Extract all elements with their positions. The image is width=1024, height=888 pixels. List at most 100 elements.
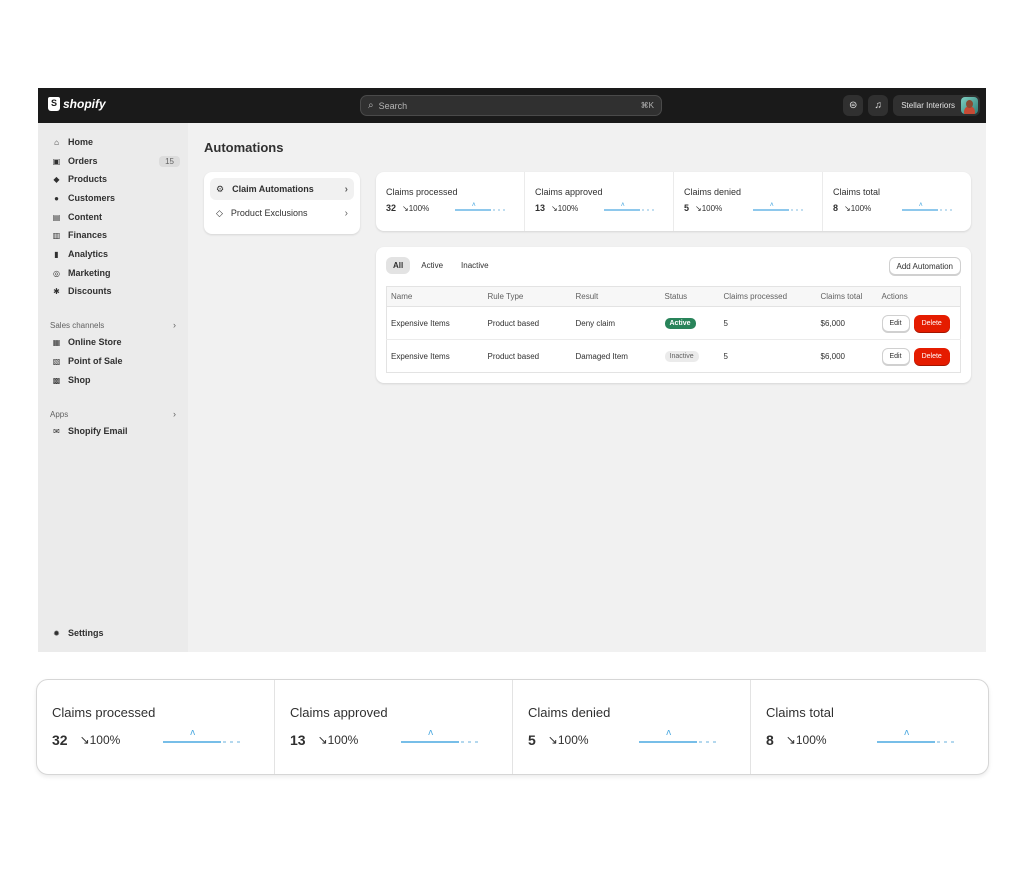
page-title: Automations xyxy=(204,140,284,155)
sidebar-item-finances[interactable]: ▥ Finances xyxy=(52,227,180,243)
section-label: Sales channels xyxy=(50,320,105,330)
sidebar-item-label: Marketing xyxy=(68,268,111,278)
stat-label: Claims approved xyxy=(535,187,603,197)
big-stat-claims-total[interactable]: Claims total 8 ↘100% ᴧ xyxy=(751,680,988,774)
column-header[interactable]: Claims total xyxy=(816,286,878,307)
big-stat-claims-processed[interactable]: Claims processed 32 ↘100% ᴧ xyxy=(37,680,275,774)
big-stat-claims-denied[interactable]: Claims denied 5 ↘100% ᴧ xyxy=(513,680,751,774)
sidebar-item-discounts[interactable]: ✱ Discounts xyxy=(52,283,180,299)
sidebar-item-orders[interactable]: ▣ Orders 15 xyxy=(52,153,180,169)
sidebar-item-customers[interactable]: ● Customers xyxy=(52,190,180,206)
sidebar-item-shopify-email[interactable]: ✉ Shopify Email xyxy=(52,423,180,439)
chevron-right-icon: › xyxy=(173,320,176,330)
automations-table-card: All Active Inactive Add Automation Name … xyxy=(376,247,971,383)
sidebar-item-products[interactable]: ◆ Products xyxy=(52,171,180,187)
stat-value: 5 xyxy=(684,203,690,213)
column-header[interactable]: Status xyxy=(660,286,720,307)
topbar-actions: ⊜ ♫ Stellar Interiors xyxy=(843,95,980,116)
sidebar-item-label: Shop xyxy=(68,375,91,385)
sparkline: ᴧ xyxy=(163,728,243,743)
store-menu-button[interactable]: Stellar Interiors xyxy=(893,95,980,116)
stat-value: 32 xyxy=(52,732,68,748)
big-stat-claims-approved[interactable]: Claims approved 13 ↘100% ᴧ xyxy=(275,680,513,774)
sparkline: ᴧ xyxy=(455,201,507,211)
add-automation-button[interactable]: Add Automation xyxy=(888,257,961,275)
cell-status: Active xyxy=(660,306,720,340)
cell-result: Deny claim xyxy=(571,306,661,340)
stat-value: 32 xyxy=(386,203,397,213)
column-header[interactable]: Name xyxy=(386,286,484,307)
svg-text:ᴧ: ᴧ xyxy=(472,201,476,208)
filter-all[interactable]: All xyxy=(386,257,411,274)
sidebar-item-settings[interactable]: ✹ Settings xyxy=(52,625,180,641)
cell-rule-type: Product based xyxy=(487,351,540,361)
svg-text:ᴧ: ᴧ xyxy=(666,728,672,738)
sidekick-icon: ⊜ xyxy=(849,100,858,111)
column-header[interactable]: Claims processed xyxy=(719,286,817,307)
stats-card: Claims processed 32 ↘100% ᴧ Claims appro… xyxy=(376,172,971,231)
store-name: Stellar Interiors xyxy=(901,101,955,110)
search-shortcut: ⌘K xyxy=(640,101,654,110)
notifications-button[interactable]: ♫ xyxy=(868,95,889,116)
tag-icon: ◇ xyxy=(216,207,223,218)
stat-change: ↘100% xyxy=(402,203,430,213)
menu-item-product-exclusions[interactable]: ◇ Product Exclusions › xyxy=(210,202,354,224)
sidebar-item-label: Analytics xyxy=(68,249,109,259)
table-row[interactable]: Expensive Items Product based Deny claim… xyxy=(386,306,961,340)
stat-claims-approved[interactable]: Claims approved 13 ↘100% ᴧ xyxy=(525,172,674,231)
cell-result: Damaged Item xyxy=(575,351,628,361)
filter-inactive[interactable]: Inactive xyxy=(461,261,489,270)
sidebar-item-marketing[interactable]: ◎ Marketing xyxy=(52,265,180,281)
sidebar-item-content[interactable]: ▤ Content xyxy=(52,209,180,225)
cell-claims-total: $6,000 xyxy=(820,351,845,361)
store-icon: ▦ xyxy=(52,337,61,347)
shopify-bag-icon xyxy=(48,97,60,111)
sidebar-item-home[interactable]: ⌂ Home xyxy=(52,134,180,150)
menu-item-label: Product Exclusions xyxy=(230,208,308,218)
stat-value: 5 xyxy=(528,732,536,748)
search-input[interactable]: ⌕ Search ⌘K xyxy=(360,95,662,116)
sidebar-item-label: Discounts xyxy=(68,286,112,296)
sales-channels-header[interactable]: Sales channels › xyxy=(50,320,176,330)
stat-change: ↘100% xyxy=(785,733,827,747)
cell-claims-processed: 5 xyxy=(719,306,817,340)
cell-claims-total: $6,000 xyxy=(816,306,878,340)
top-bar: shopify ⌕ Search ⌘K ⊜ ♫ Stellar Interior… xyxy=(38,88,986,123)
sidebar-item-point-of-sale[interactable]: ▧ Point of Sale xyxy=(52,353,180,369)
sidebar-item-shop[interactable]: ▩ Shop xyxy=(52,372,180,388)
sidebar-item-label: Finances xyxy=(68,230,108,240)
content-icon: ▤ xyxy=(52,212,61,222)
cell-claims-processed: 5 xyxy=(723,351,728,361)
sidebar-item-online-store[interactable]: ▦ Online Store xyxy=(52,334,180,350)
shopify-logo[interactable]: shopify xyxy=(48,97,106,111)
stat-claims-processed[interactable]: Claims processed 32 ↘100% ᴧ xyxy=(376,172,525,231)
svg-text:ᴧ: ᴧ xyxy=(428,728,434,738)
delete-button[interactable]: Delete xyxy=(913,347,950,365)
edit-button[interactable]: Edit xyxy=(881,314,910,332)
delete-button[interactable]: Delete xyxy=(913,314,950,332)
svg-text:ᴧ: ᴧ xyxy=(621,201,625,208)
svg-text:ᴧ: ᴧ xyxy=(904,728,910,738)
section-label: Apps xyxy=(50,409,69,419)
filter-active[interactable]: Active xyxy=(421,261,444,270)
stat-claims-total[interactable]: Claims total 8 ↘100% ᴧ xyxy=(823,172,971,231)
status-badge: Active xyxy=(664,317,696,329)
sidekick-button[interactable]: ⊜ xyxy=(843,95,864,116)
column-header: Actions xyxy=(877,286,961,307)
sidebar-item-analytics[interactable]: ▮ Analytics xyxy=(52,246,180,262)
stat-label: Claims denied xyxy=(528,705,611,720)
column-header[interactable]: Rule Type xyxy=(483,286,572,307)
sidebar-item-label: Products xyxy=(68,174,108,184)
stats-card-enlarged: Claims processed 32 ↘100% ᴧ Claims appro… xyxy=(36,679,989,775)
menu-item-claim-automations[interactable]: ⚙ Claim Automations › xyxy=(210,178,354,200)
edit-button[interactable]: Edit xyxy=(881,347,910,365)
sidebar-item-label: Settings xyxy=(68,628,104,638)
menu-item-label: Claim Automations xyxy=(232,184,314,194)
apps-header[interactable]: Apps › xyxy=(50,409,176,419)
gear-icon: ⚙ xyxy=(216,183,225,194)
stat-value: 13 xyxy=(290,732,306,748)
stat-claims-denied[interactable]: Claims denied 5 ↘100% ᴧ xyxy=(674,172,823,231)
sidebar-item-label: Online Store xyxy=(68,337,122,347)
column-header[interactable]: Result xyxy=(571,286,661,307)
table-row[interactable]: Expensive Items Product based Damaged It… xyxy=(387,340,961,373)
